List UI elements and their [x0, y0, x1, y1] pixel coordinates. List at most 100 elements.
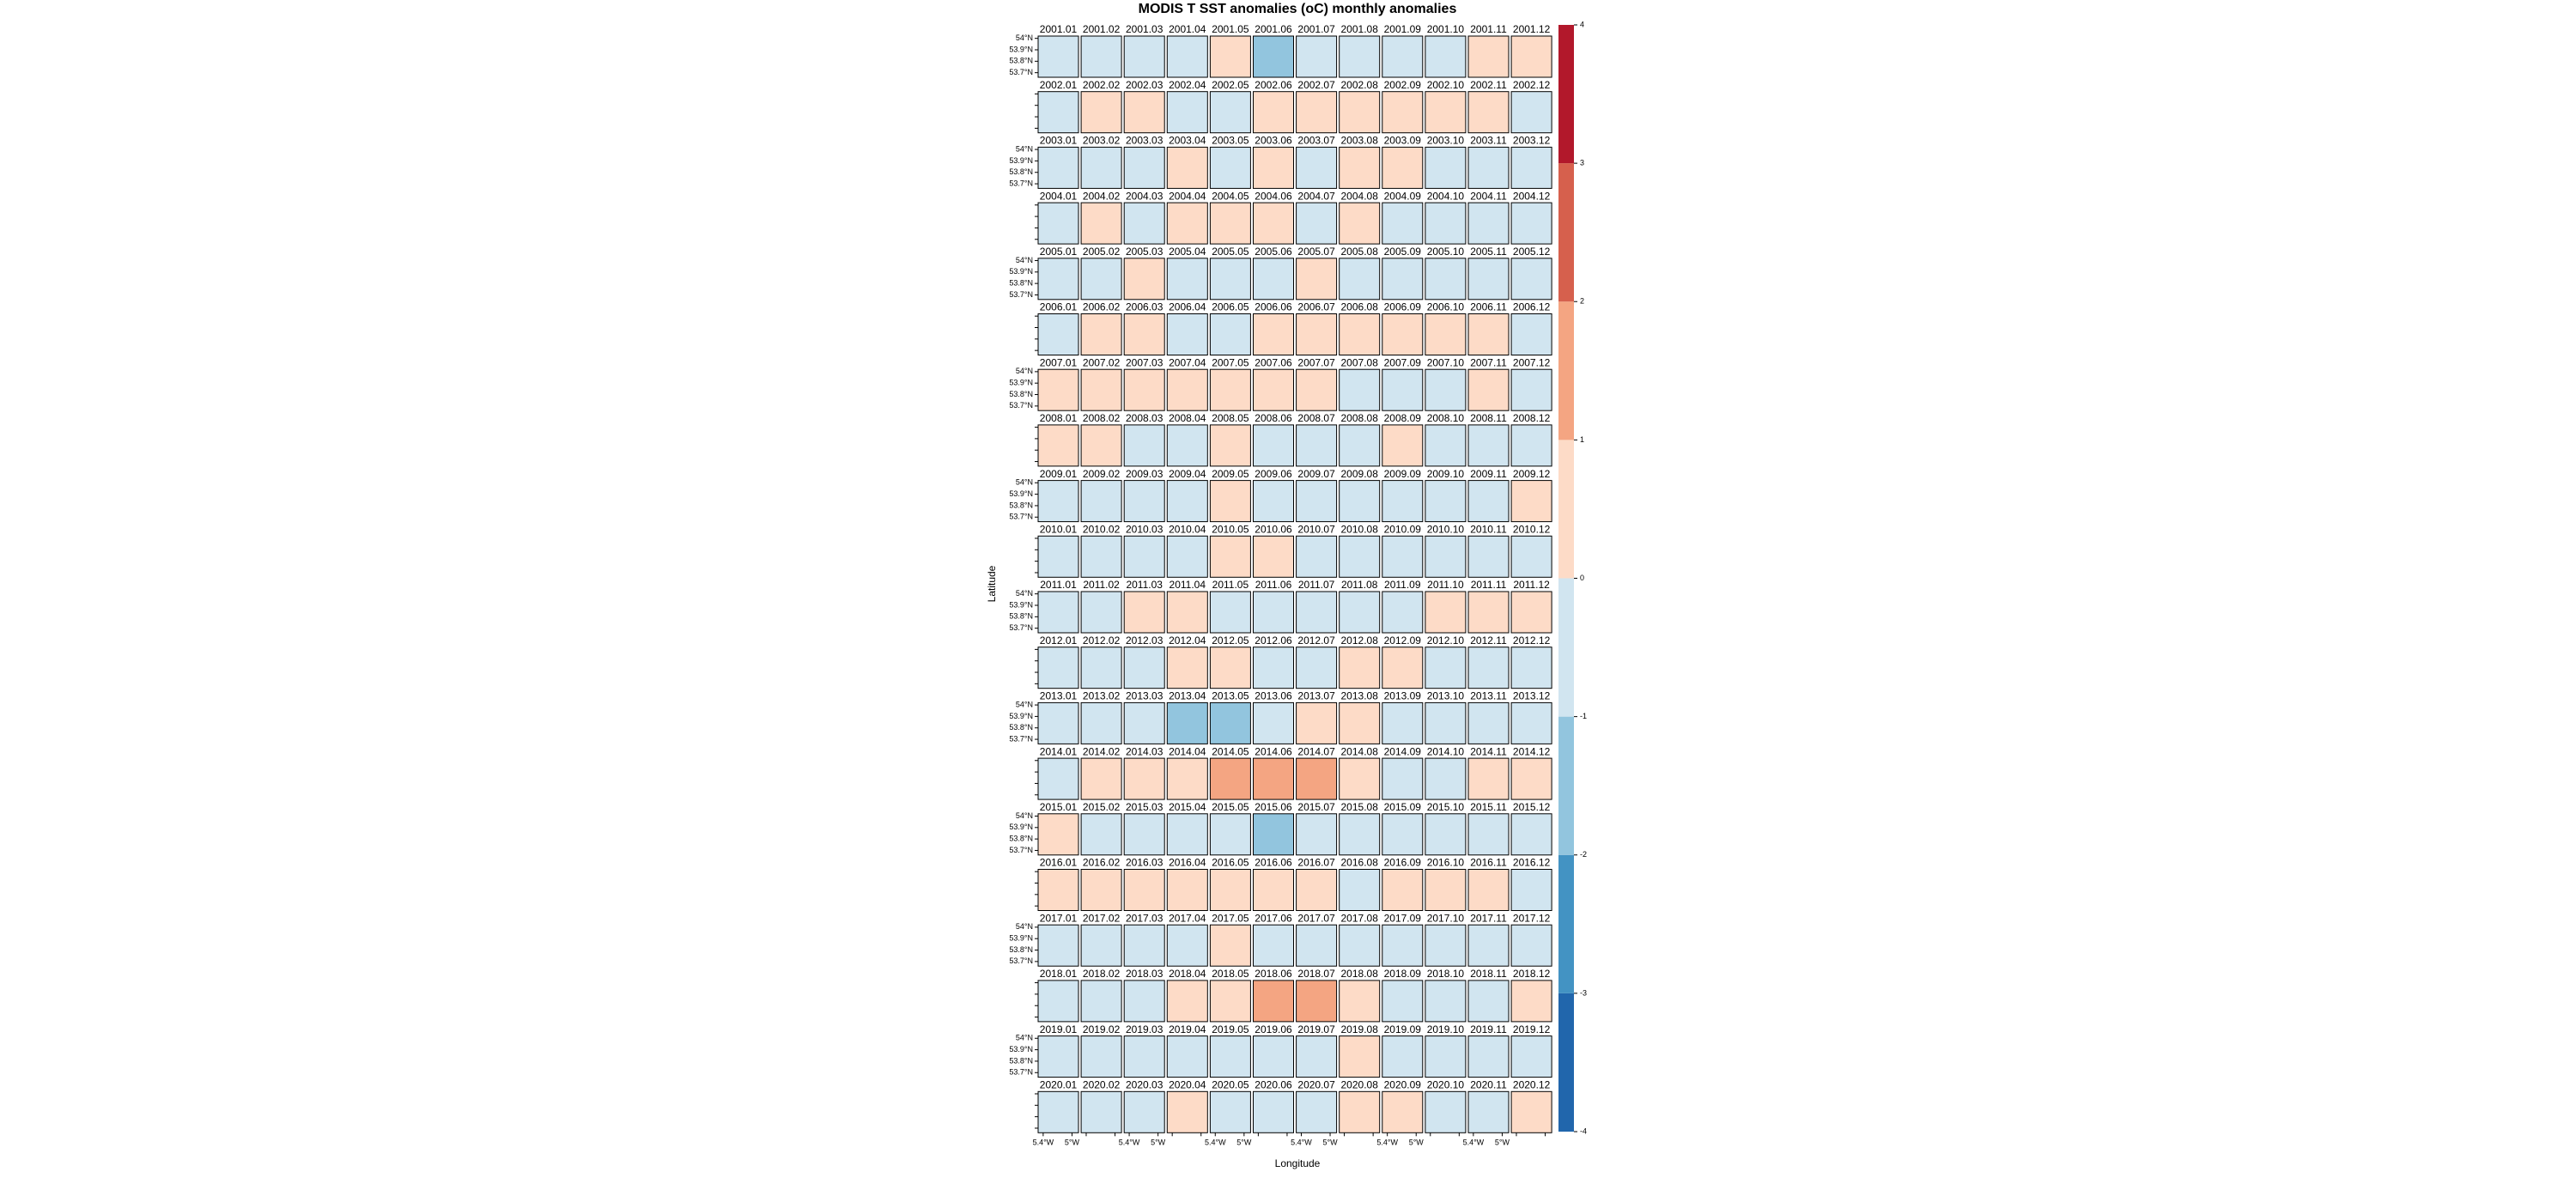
- panel-label: 2002.04: [1169, 79, 1206, 91]
- panel-label: 2008.07: [1297, 412, 1335, 424]
- panel-label: 2003.10: [1427, 135, 1465, 147]
- panel-label: 2019.06: [1255, 1023, 1292, 1035]
- panel: [1296, 313, 1338, 355]
- y-tick-label: 53.9°N: [1009, 823, 1033, 831]
- panel: [1166, 91, 1208, 134]
- panel: [1296, 591, 1338, 634]
- panel: [1296, 1035, 1338, 1078]
- panel-label: 2014.07: [1297, 745, 1335, 757]
- panel-label: 2001.11: [1470, 23, 1507, 35]
- panel: [1510, 701, 1552, 744]
- panel: [1296, 701, 1338, 744]
- panel-label: 2014.11: [1470, 745, 1507, 757]
- panel-label: 2014.12: [1513, 745, 1551, 757]
- panel-label: 2002.10: [1427, 79, 1465, 91]
- panel: [1166, 757, 1208, 800]
- panel-label: 2001.03: [1126, 23, 1163, 35]
- panel: [1510, 869, 1552, 911]
- y-tick-label: 53.9°N: [1009, 934, 1033, 943]
- panel-label: 2011.10: [1427, 579, 1464, 591]
- panel-label: 2017.08: [1341, 912, 1379, 924]
- y-tick-label: 53.9°N: [1009, 156, 1033, 165]
- panel: [1253, 480, 1294, 523]
- panel-label: 2012.09: [1384, 635, 1422, 647]
- panel-label: 2017.10: [1427, 912, 1465, 924]
- panel: [1123, 980, 1165, 1023]
- panel: [1425, 1035, 1467, 1078]
- panel-label: 2011.12: [1513, 579, 1550, 591]
- panel-label: 2011.04: [1170, 579, 1206, 591]
- panel-label: 2007.02: [1083, 356, 1121, 368]
- panel: [1123, 1035, 1165, 1078]
- panel: [1209, 480, 1251, 523]
- panel: [1209, 813, 1251, 856]
- panel: [1080, 424, 1122, 467]
- panel-label: 2006.05: [1212, 301, 1249, 313]
- panel-label: 2001.05: [1212, 23, 1249, 35]
- panel: [1425, 91, 1467, 134]
- panel: [1425, 813, 1467, 856]
- panel: [1166, 424, 1208, 467]
- panel-label: 2004.04: [1169, 190, 1206, 202]
- panel: [1037, 480, 1079, 523]
- x-tick-label: 5°W: [1322, 1139, 1338, 1147]
- colorbar-bin: [1558, 854, 1574, 993]
- panel: [1467, 424, 1510, 467]
- panel-label: 2004.05: [1212, 190, 1249, 202]
- colorbar-tick-label: -3: [1580, 988, 1587, 997]
- panel-label: 2017.02: [1083, 912, 1121, 924]
- panel: [1166, 647, 1208, 689]
- panel-label: 2001.09: [1384, 23, 1422, 35]
- panel-label: 2014.10: [1427, 745, 1465, 757]
- panel: [1253, 813, 1294, 856]
- panel: [1166, 35, 1208, 78]
- y-tick-label: 54°N: [1016, 478, 1033, 487]
- panel: [1467, 813, 1510, 856]
- y-tick-label: 53.8°N: [1009, 1056, 1033, 1065]
- panel: [1037, 647, 1079, 689]
- panel: [1080, 368, 1122, 411]
- panel: [1123, 924, 1165, 967]
- panel: [1123, 258, 1165, 301]
- panel-label: 2013.07: [1297, 690, 1335, 702]
- y-tick-label: 53.8°N: [1009, 167, 1033, 176]
- y-tick-label: 53.8°N: [1009, 501, 1033, 509]
- panel-label: 2005.05: [1212, 246, 1249, 258]
- panel: [1467, 591, 1510, 634]
- y-tick-label: 53.7°N: [1009, 179, 1033, 187]
- panel-label: 2009.10: [1427, 468, 1465, 480]
- panel-label: 2018.12: [1513, 968, 1551, 980]
- panel-label: 2009.11: [1470, 468, 1507, 480]
- panel-label: 2015.10: [1427, 801, 1465, 813]
- panel: [1467, 869, 1510, 911]
- colorbar-bin: [1558, 25, 1574, 164]
- panel-label: 2012.03: [1126, 635, 1163, 647]
- panel: [1037, 701, 1079, 744]
- panel-label: 2010.10: [1427, 523, 1465, 535]
- panel: [1467, 146, 1510, 189]
- panel: [1339, 91, 1381, 134]
- panel: [1382, 757, 1424, 800]
- panel-label: 2013.10: [1427, 690, 1465, 702]
- panel-label: 2011.11: [1471, 579, 1507, 591]
- colorbar-tick-label: 3: [1580, 159, 1584, 167]
- panel-label: 2003.04: [1169, 135, 1206, 147]
- panel-label: 2009.03: [1126, 468, 1163, 480]
- panel-label: 2017.12: [1513, 912, 1551, 924]
- panel-label: 2009.12: [1513, 468, 1551, 480]
- panel-label: 2007.05: [1212, 356, 1249, 368]
- panel: [1080, 535, 1122, 578]
- panel: [1209, 869, 1251, 911]
- panel-label: 2010.04: [1169, 523, 1206, 535]
- panel-label: 2016.04: [1169, 857, 1206, 869]
- panel-label: 2015.03: [1126, 801, 1163, 813]
- y-tick-label: 54°N: [1016, 589, 1033, 598]
- panel: [1209, 757, 1251, 800]
- panel: [1123, 480, 1165, 523]
- y-tick-label: 53.9°N: [1009, 379, 1033, 387]
- panel: [1080, 701, 1122, 744]
- panel: [1037, 91, 1079, 134]
- panel: [1510, 924, 1552, 967]
- panel-label: 2012.12: [1513, 635, 1551, 647]
- y-tick-label: 53.8°N: [1009, 57, 1033, 65]
